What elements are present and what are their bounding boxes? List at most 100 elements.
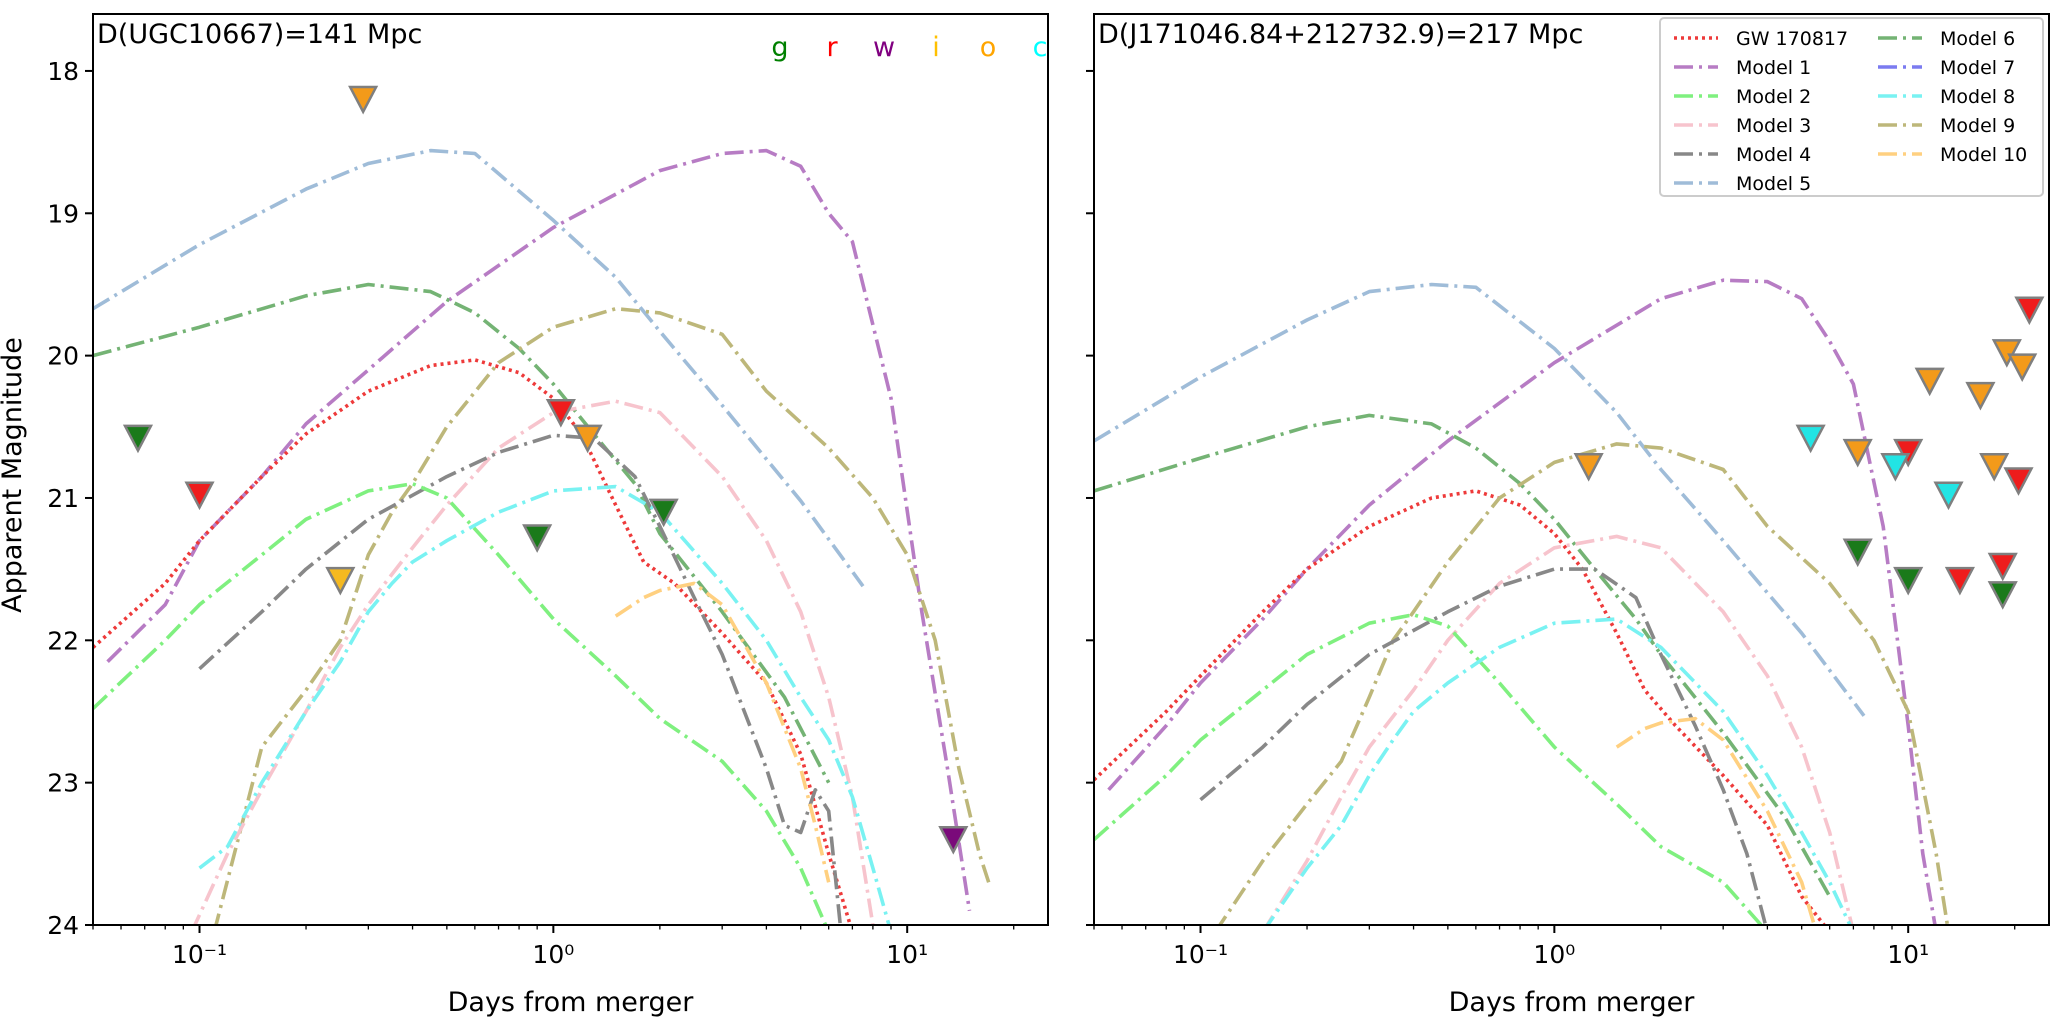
- axes-frame: [1093, 13, 2050, 926]
- legend-label: Model 1: [1736, 57, 1811, 79]
- upper-limit-marker-r: [1893, 438, 1924, 468]
- upper-limit-marker-r: [184, 481, 215, 511]
- upper-limit-marker-r: [2003, 467, 2034, 496]
- axes-frame: [92, 13, 1049, 926]
- legend-label: Model 5: [1736, 173, 1811, 195]
- legend-item-model-3: Model 3: [1674, 115, 1811, 137]
- legend-item-model-1: Model 1: [1674, 57, 1811, 79]
- series-line-model-9: [214, 306, 991, 925]
- series-line-model-10: [614, 581, 831, 883]
- legend-label: Model 8: [1940, 86, 2015, 108]
- right-panel: 10⁻¹ 10⁰ 10¹ Days from merger D(J171046.84+2…: [1086, 13, 2050, 1018]
- filter-label-w: w: [873, 32, 895, 63]
- series-line-model-4: [198, 433, 843, 925]
- x-tick-label: 10¹: [1887, 940, 1929, 969]
- x-tick-label: 10⁻¹: [172, 940, 227, 969]
- legend-item-gw-170817: GW 170817: [1674, 28, 1848, 50]
- upper-limit-marker-o: [1979, 453, 2010, 482]
- plot-area: [93, 85, 991, 925]
- series-line-gw-170817: [93, 358, 853, 925]
- series-line-model-8: [198, 484, 891, 925]
- upper-limit-marker-r: [2014, 296, 2045, 326]
- upper-limit-marker-r: [1944, 566, 1975, 596]
- legend-item-model-2: Model 2: [1674, 86, 1811, 108]
- x-tick-label: 10⁰: [1533, 940, 1575, 969]
- plot-area: [1094, 278, 2045, 925]
- series-line-model-2: [93, 481, 828, 925]
- legend-item-model-5: Model 5: [1674, 173, 1811, 195]
- series-line-model-6: [1094, 413, 1832, 898]
- series-line-model-4: [1199, 567, 1768, 925]
- series-line-model-5: [1094, 282, 1866, 717]
- upper-limit-marker-g: [122, 424, 154, 454]
- series-line-model-9: [1217, 442, 1950, 925]
- series-line-model-3: [192, 399, 875, 925]
- y-axis-label: Apparent Magnitude: [0, 337, 28, 613]
- legend-item-model-9: Model 9: [1878, 115, 2015, 137]
- panel-title: D(UGC10667)=141 Mpc: [97, 19, 422, 50]
- upper-limit-marker-o: [1842, 438, 1873, 468]
- legend-item-model-4: Model 4: [1674, 144, 1811, 166]
- legend-label: Model 7: [1940, 57, 2015, 79]
- legend-label: Model 3: [1736, 115, 1811, 137]
- upper-limit-marker-o: [2007, 353, 2038, 383]
- legend: GW 170817 Model 1 Model 2 Model 3 Model 4 Mod…: [1659, 17, 2044, 197]
- upper-limit-marker-i: [325, 566, 356, 596]
- legend-label: Model 9: [1940, 115, 2015, 137]
- y-tick-label: 21: [47, 484, 79, 513]
- y-tick-label: 20: [47, 342, 79, 371]
- upper-limit-marker-o: [572, 424, 603, 454]
- legend-label: Model 2: [1736, 86, 1811, 108]
- upper-limit-marker-o: [1965, 381, 1996, 411]
- upper-limit-marker-g: [522, 524, 553, 553]
- upper-limit-marker-g: [1893, 566, 1924, 596]
- upper-limit-marker-r: [545, 398, 576, 428]
- series-line-gw-170817: [1094, 489, 1827, 925]
- upper-limit-marker-o: [1914, 367, 1945, 397]
- series-line-model-8: [1265, 617, 1853, 925]
- filter-label-o: o: [980, 32, 997, 63]
- upper-limit-marker-g: [1987, 581, 2018, 610]
- series-line-model-1: [1107, 278, 1937, 925]
- legend-item-model-7: Model 7: [1878, 57, 2015, 79]
- y-tick-label: 19: [47, 199, 79, 228]
- y-tick-label: 24: [47, 911, 79, 940]
- series-line-model-5: [93, 148, 865, 588]
- upper-limit-marker-w: [938, 825, 969, 855]
- upper-limit-marker-g: [648, 498, 679, 528]
- series-line-model-10: [1615, 716, 1817, 925]
- x-axis-label: Days from merger: [1449, 987, 1696, 1018]
- legend-label: Model 4: [1736, 144, 1811, 166]
- panel-title: D(J171046.84+212732.9)=217 Mpc: [1098, 19, 1583, 50]
- upper-limit-marker-c: [1880, 453, 1911, 482]
- filter-label-c: c: [1033, 32, 1048, 63]
- x-tick-label: 10¹: [886, 940, 928, 969]
- legend-item-model-10: Model 10: [1878, 144, 2027, 166]
- x-tick-label: 10⁻¹: [1173, 940, 1228, 969]
- upper-limit-marker-r: [1987, 552, 2018, 582]
- series-line-model-2: [1094, 612, 1764, 925]
- filter-label-g: g: [771, 32, 788, 63]
- series-line-model-6: [93, 282, 831, 784]
- upper-limit-marker-o: [348, 85, 379, 115]
- filter-label-i: i: [932, 32, 940, 63]
- y-tick-label: 23: [47, 769, 79, 798]
- upper-limit-marker-g: [1842, 538, 1873, 568]
- filter-label-r: r: [826, 32, 838, 63]
- legend-item-model-6: Model 6: [1878, 28, 2015, 50]
- legend-label: GW 170817: [1736, 28, 1848, 50]
- y-tick-label: 18: [47, 57, 79, 86]
- x-tick-label: 10⁰: [532, 940, 574, 969]
- x-axis-label: Days from merger: [448, 987, 695, 1018]
- upper-limit-marker-o: [1991, 339, 2022, 368]
- upper-limit-marker-c: [1933, 481, 1964, 511]
- legend-item-model-8: Model 8: [1878, 86, 2015, 108]
- legend-label: Model 6: [1940, 28, 2015, 50]
- legend-label: Model 10: [1940, 144, 2027, 166]
- series-line-model-3: [1265, 534, 1854, 925]
- upper-limit-marker-o: [1573, 453, 1604, 482]
- y-tick-label: 22: [47, 626, 79, 655]
- left-panel: 10⁻¹ 10⁰ 10¹ 18 19 20 21 22 23 24 Days from merger…: [47, 13, 1049, 1018]
- upper-limit-marker-c: [1795, 424, 1826, 454]
